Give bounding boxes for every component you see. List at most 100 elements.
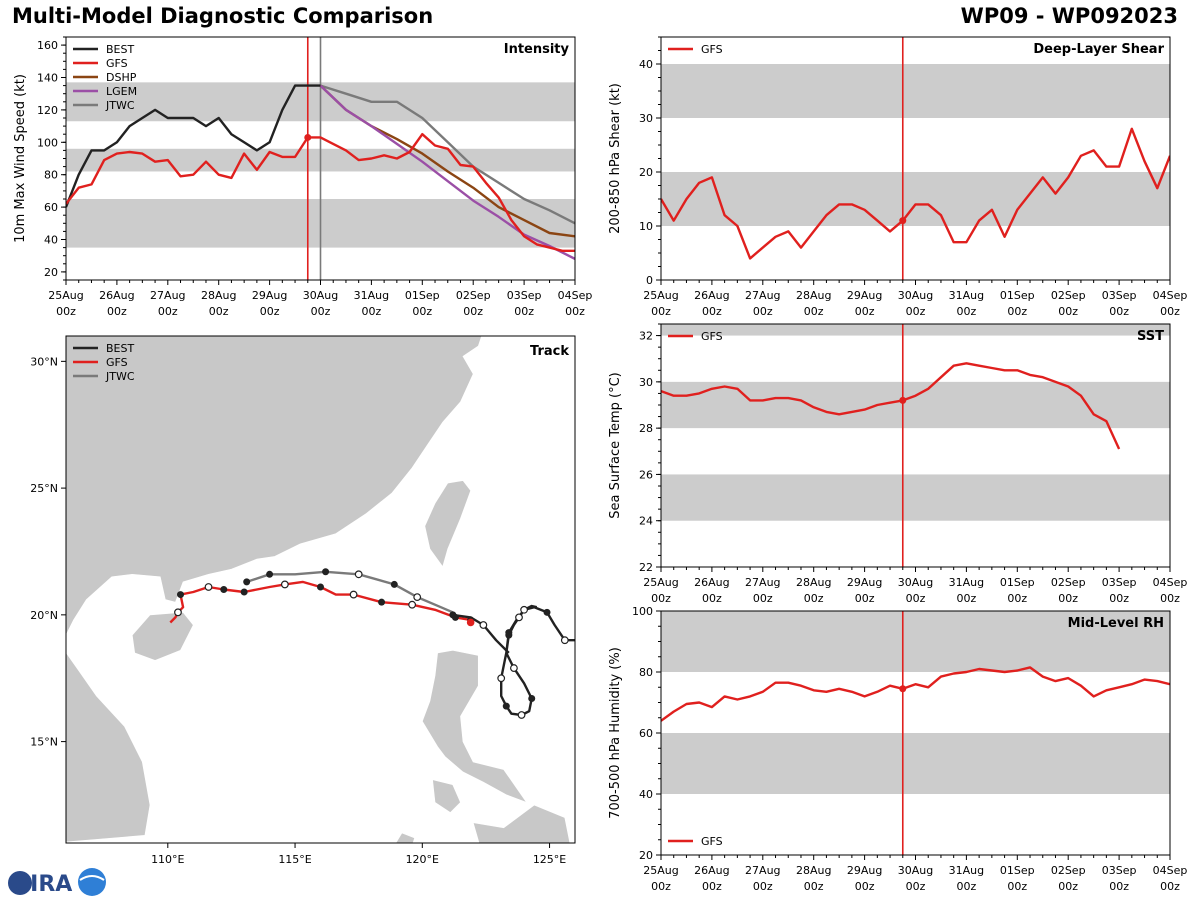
intensity-ytick-label: 100	[37, 136, 58, 149]
shear-xtick-sublabel: 00z	[651, 305, 671, 318]
intensity-ytick-label: 120	[37, 104, 58, 117]
rh-xtick-sublabel: 00z	[651, 880, 671, 893]
intensity-ytick-label: 60	[44, 201, 58, 214]
intensity-xtick-sublabel: 00z	[463, 305, 483, 318]
sst-xtick-sublabel: 00z	[1058, 592, 1078, 605]
track-gfs-current-marker	[466, 618, 475, 627]
rh-xtick-label: 31Aug	[949, 864, 984, 877]
rh-xtick-label: 01Sep	[1000, 864, 1035, 877]
track-point-filled	[177, 591, 185, 599]
rh-xtick-sublabel: 00z	[906, 880, 926, 893]
shear-xtick-label: 30Aug	[898, 289, 933, 302]
partner-logo-icon	[78, 868, 106, 896]
sst-xtick-sublabel: 00z	[1160, 592, 1180, 605]
intensity-xtick-sublabel: 00z	[362, 305, 382, 318]
track-point-open	[515, 613, 523, 622]
shear-panel: 0 10 20 30 40 25Aug 00z 26Aug 00z 27Aug 00z 28Aug 00…	[608, 36, 1188, 318]
shear-xtick-label: 03Sep	[1102, 289, 1137, 302]
track-point-open	[520, 605, 528, 614]
sst-xtick-label: 25Aug	[643, 576, 678, 589]
shear-xtick-sublabel: 00z	[804, 305, 824, 318]
intensity-xtick-sublabel: 00z	[565, 305, 585, 318]
rh-legend-label-gfs: GFS	[701, 835, 723, 848]
rh-series-gfs	[661, 666, 1170, 722]
intensity-legend-label-dshp: DSHP	[106, 71, 137, 84]
sst-ytick-label: 30	[639, 376, 653, 389]
sst-ytick-label: 22	[639, 561, 653, 574]
sst-ytick-label: 26	[639, 468, 653, 481]
track-point-open	[408, 600, 417, 609]
land-hainan	[131, 611, 194, 661]
intensity-legend-label-gfs: GFS	[106, 57, 128, 70]
track-land	[66, 336, 575, 843]
sst-band-2	[661, 324, 1170, 336]
intensity-ytick-label: 20	[44, 266, 58, 279]
rh-ytick-label: 60	[639, 727, 653, 740]
rh-xtick-label: 26Aug	[694, 864, 729, 877]
shear-xtick-label: 26Aug	[694, 289, 729, 302]
track-ytick-label: 25°N	[30, 482, 58, 495]
track-legend-label-gfs: GFS	[106, 356, 128, 369]
land-mainland	[66, 336, 483, 843]
intensity-legend-label-lgem: LGEM	[106, 85, 137, 98]
rh-xtick-sublabel: 00z	[1058, 880, 1078, 893]
rh-xtick-sublabel: 00z	[1109, 880, 1129, 893]
sst-xtick-sublabel: 00z	[753, 592, 773, 605]
rh-xtick-sublabel: 00z	[753, 880, 773, 893]
sst-xtick-sublabel: 00z	[1007, 592, 1027, 605]
shear-xtick-sublabel: 00z	[1058, 305, 1078, 318]
track-point-open	[280, 580, 289, 589]
sst-title: SST	[1137, 329, 1164, 344]
rh-xtick-label: 03Sep	[1102, 864, 1137, 877]
shear-xtick-sublabel: 00z	[1160, 305, 1180, 318]
shear-band-1	[661, 64, 1170, 118]
track-point-filled	[266, 570, 274, 578]
intensity-xtick-label: 26Aug	[99, 289, 134, 302]
sst-xtick-label: 04Sep	[1153, 576, 1188, 589]
track-lines	[169, 568, 575, 719]
shear-ylabel: 200-850 hPa Shear (kt)	[608, 83, 623, 234]
track-point-filled	[220, 586, 228, 593]
sst-xtick-label: 01Sep	[1000, 576, 1035, 589]
track-point-filled	[317, 583, 324, 591]
shear-xtick-label: 01Sep	[1000, 289, 1035, 302]
track-line-best	[500, 604, 575, 717]
intensity-xtick-sublabel: 00z	[514, 305, 534, 318]
sst-frame	[660, 323, 1171, 568]
intensity-xtick-label: 29Aug	[252, 289, 287, 302]
intensity-xtick-sublabel: 00z	[107, 305, 127, 318]
rh-xtick-label: 02Sep	[1051, 864, 1086, 877]
intensity-current-marker	[304, 133, 312, 141]
track-xtick-label: 120°E	[406, 853, 439, 866]
sst-ytick-label: 32	[639, 330, 653, 343]
intensity-xtick-label: 31Aug	[354, 289, 389, 302]
track-point-filled	[449, 611, 457, 619]
track-point-filled	[378, 598, 386, 606]
shear-title: Deep-Layer Shear	[1033, 42, 1164, 57]
land-visayas	[472, 804, 571, 843]
intensity-ylabel: 10m Max Wind Speed (kt)	[13, 74, 28, 243]
shear-xtick-label: 04Sep	[1153, 289, 1188, 302]
rh-band-1	[661, 611, 1170, 672]
track-point-filled	[243, 578, 251, 586]
rh-ytick-label: 100	[632, 605, 653, 618]
intensity-xtick-label: 03Sep	[507, 289, 542, 302]
track-point-open	[497, 674, 506, 683]
intensity-xtick-label: 27Aug	[150, 289, 185, 302]
shear-ytick-label: 30	[639, 112, 653, 125]
rh-panel: 20 40 60 80 100 25Aug 00z 26Aug 00z 27Aug 00z 28Aug…	[608, 605, 1187, 893]
rh-band-0	[661, 733, 1170, 794]
track-point-open	[517, 711, 526, 719]
land-palawan	[395, 832, 416, 843]
track-ytick-label: 30°N	[30, 355, 58, 368]
track-point-filled	[505, 631, 513, 639]
shear-band-0	[661, 172, 1170, 226]
intensity-series-best	[66, 84, 321, 208]
track-ytick-label: 20°N	[30, 609, 58, 622]
cira-logo-text: CIRA	[14, 872, 72, 897]
track-ytick-label: 15°N	[30, 736, 58, 749]
track-point-open	[479, 621, 488, 629]
shear-xtick-label: 28Aug	[796, 289, 831, 302]
track-xtick-label: 125°E	[533, 853, 566, 866]
track-map-panel: 110°E 115°E 120°E 125°E 15°N 20°N 25°N 30°N Trac…	[30, 335, 576, 866]
